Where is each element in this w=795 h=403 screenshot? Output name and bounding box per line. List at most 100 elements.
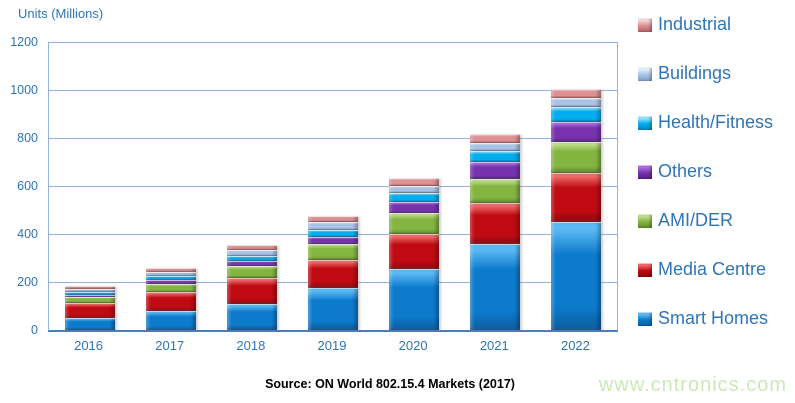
bar-segment-2022-others <box>551 121 602 143</box>
y-axis-title: Units (Millions) <box>18 6 104 21</box>
bar-segment-2017-buildings <box>145 272 196 276</box>
bar-segment-2018-health-fitness <box>226 256 277 262</box>
x-tick-label-2021: 2021 <box>479 338 509 353</box>
bar-segment-2017-media-centre <box>145 292 196 312</box>
legend-label: Smart Homes <box>658 308 769 328</box>
legend-swatch-icon <box>638 311 652 326</box>
y-tick-label-200: 200 <box>17 275 38 289</box>
bar-segment-2017-health-fitness <box>145 275 196 280</box>
bar-segment-2020-others <box>389 202 440 214</box>
legend-swatch-icon <box>638 164 652 179</box>
bar-segment-2020-buildings <box>389 186 440 194</box>
bar-segment-2020-media-centre <box>389 234 440 269</box>
x-tick-label-2019: 2019 <box>317 338 347 353</box>
legend-label: Health/Fitness <box>658 112 774 132</box>
bar-segment-2018-industrial <box>226 244 277 251</box>
legend-swatch-icon <box>638 213 652 228</box>
bar-segment-2018-smart-homes <box>226 303 277 330</box>
legend-item-media-centre: Media Centre <box>638 259 773 280</box>
bar-segment-2019-smart-homes <box>308 288 358 330</box>
bar-segment-2018-others <box>226 261 277 267</box>
y-tick-label-1200: 1200 <box>10 35 38 49</box>
bar-2017 <box>145 268 196 330</box>
gridline-1200 <box>49 42 617 43</box>
source-caption: Source: ON World 802.15.4 Markets (2017) <box>265 377 515 391</box>
legend-item-health-fitness: Health/Fitness <box>638 112 773 133</box>
y-tick-label-0: 0 <box>31 323 38 337</box>
legend-swatch-icon <box>638 66 652 81</box>
bar-segment-2019-buildings <box>308 222 358 230</box>
legend-swatch-icon <box>638 115 652 130</box>
y-tick-label-400: 400 <box>17 227 38 241</box>
plot-area <box>48 42 618 332</box>
y-tick-label-800: 800 <box>17 131 38 145</box>
bar-segment-2021-smart-homes <box>470 243 521 330</box>
bar-segment-2020-health-fitness <box>389 193 440 203</box>
legend: Industrial Buildings Health/Fitness Others A… <box>638 14 773 329</box>
legend-label: Media Centre <box>658 259 767 279</box>
bar-segment-2018-media-centre <box>226 278 277 304</box>
bar-2021 <box>470 133 521 330</box>
bar-segment-2021-health-fitness <box>470 151 521 163</box>
y-tick-label-600: 600 <box>17 179 38 193</box>
legend-label: AMI/DER <box>658 210 734 230</box>
legend-label: Others <box>658 161 713 181</box>
bar-segment-2020-industrial <box>389 178 440 187</box>
bar-2016 <box>64 286 115 330</box>
bar-segment-2022-buildings <box>551 98 602 107</box>
bar-segment-2016-others <box>64 294 115 298</box>
bar-segment-2022-ami-der <box>551 142 602 174</box>
bar-segment-2016-industrial <box>64 286 115 290</box>
bar-segment-2020-ami-der <box>389 213 440 235</box>
x-tick-label-2017: 2017 <box>155 338 185 353</box>
bar-2022 <box>551 88 602 330</box>
legend-item-industrial: Industrial <box>638 14 773 35</box>
x-tick-label-2022: 2022 <box>560 338 590 353</box>
x-tick-label-2018: 2018 <box>236 338 266 353</box>
bar-segment-2016-buildings <box>64 289 115 292</box>
bar-2019 <box>308 215 358 330</box>
gridline-800 <box>49 138 617 139</box>
x-tick-label-2016: 2016 <box>74 338 104 353</box>
bar-segment-2021-ami-der <box>470 178 521 203</box>
legend-item-buildings: Buildings <box>638 63 773 84</box>
bar-segment-2022-smart-homes <box>551 222 602 330</box>
bar-segment-2021-others <box>470 162 521 179</box>
bar-segment-2018-buildings <box>226 250 277 257</box>
legend-label: Industrial <box>658 14 732 34</box>
bar-segment-2017-industrial <box>145 268 196 273</box>
legend-swatch-icon <box>638 262 652 277</box>
legend-item-others: Others <box>638 161 773 182</box>
bar-segment-2017-others <box>145 279 196 284</box>
bar-segment-2016-health-fitness <box>64 291 115 295</box>
bar-segment-2018-ami-der <box>226 266 277 279</box>
legend-label: Buildings <box>658 63 732 83</box>
bar-segment-2022-health-fitness <box>551 106 602 122</box>
x-tick-label-2020: 2020 <box>398 338 428 353</box>
bar-segment-2016-ami-der <box>64 297 115 304</box>
legend-item-ami-der: AMI/DER <box>638 210 773 231</box>
y-axis-labels: 0 200 400 600 800 1000 1200 <box>0 35 42 337</box>
bar-2018 <box>226 244 277 330</box>
legend-swatch-icon <box>638 17 652 32</box>
bar-segment-2017-smart-homes <box>145 311 196 330</box>
bar-2020 <box>389 178 440 330</box>
bar-segment-2016-media-centre <box>64 303 115 318</box>
bar-segment-2021-industrial <box>470 133 521 144</box>
gridline-1000 <box>49 90 617 91</box>
bar-segment-2021-media-centre <box>470 202 521 244</box>
bar-segment-2021-buildings <box>470 143 521 152</box>
bar-segment-2022-media-centre <box>551 173 602 222</box>
x-axis-labels: 2016 2017 2018 2019 2020 2021 2022 <box>48 338 616 356</box>
y-tick-label-1000: 1000 <box>10 83 38 97</box>
bar-segment-2017-ami-der <box>145 283 196 293</box>
bar-segment-2019-ami-der <box>308 243 358 260</box>
bar-segment-2022-industrial <box>551 88 602 99</box>
bar-segment-2019-media-centre <box>308 259 358 288</box>
gridline-600 <box>49 186 617 187</box>
legend-item-smart-homes: Smart Homes <box>638 308 773 329</box>
bar-segment-2019-others <box>308 237 358 244</box>
bar-segment-2019-health-fitness <box>308 229 358 238</box>
watermark-text: www.cntronics.com <box>598 374 787 396</box>
